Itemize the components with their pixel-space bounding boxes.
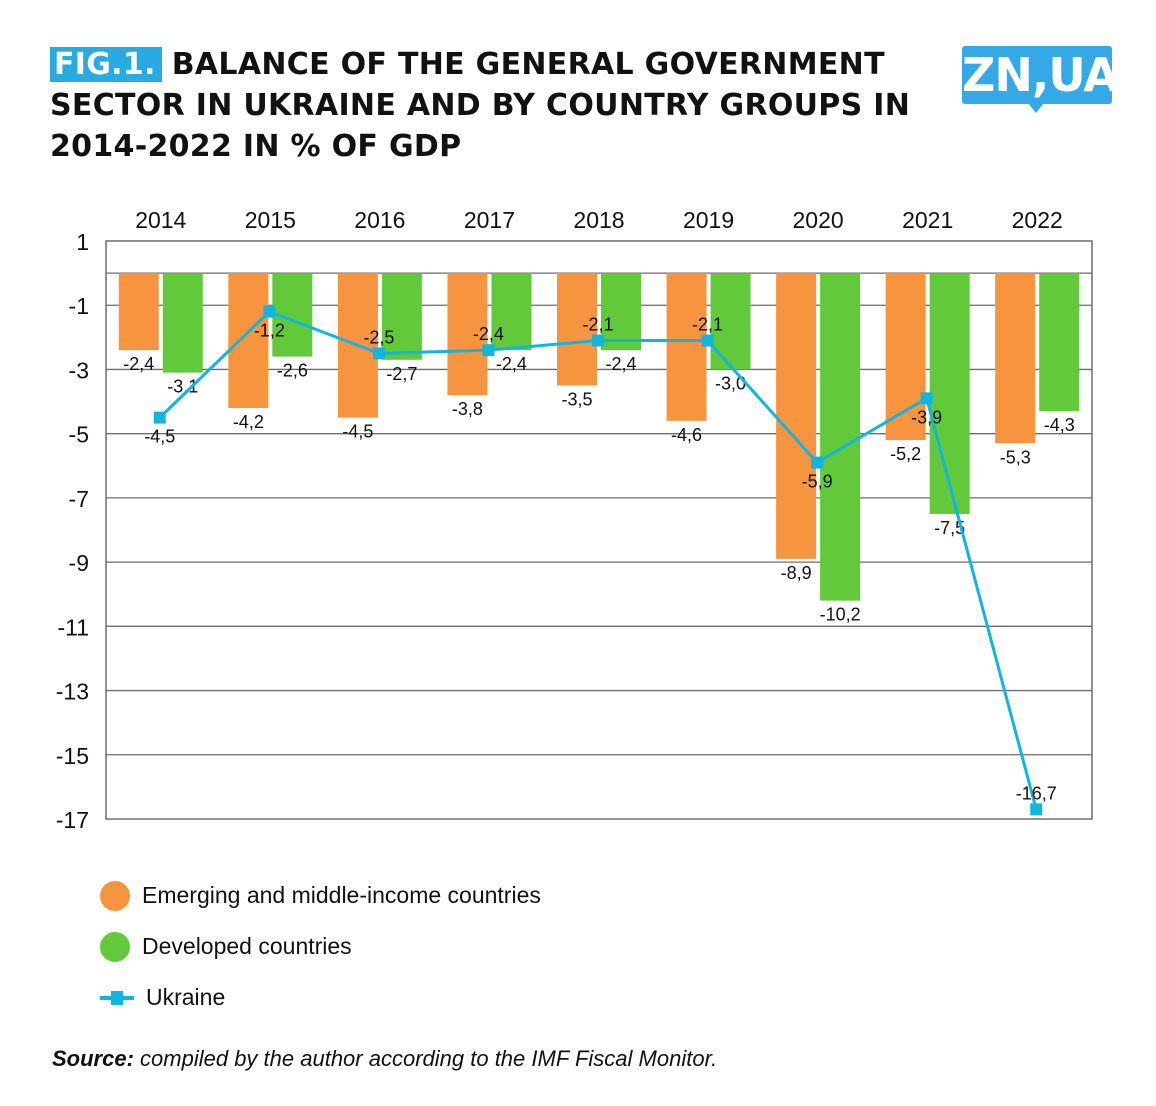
y-tick-label: -5 [69,422,89,448]
bar-developed [491,273,532,351]
x-tick-label: 2018 [573,207,624,233]
data-label-emerging: -5,2 [890,444,921,464]
data-label-ukraine: -1,2 [254,321,285,341]
x-tick-label: 2014 [135,207,186,233]
bar-developed [929,273,970,514]
x-tick-label: 2021 [902,207,953,233]
marker-ukraine [701,334,714,347]
data-label-emerging: -8,9 [781,563,812,583]
bar-emerging [228,273,269,408]
data-label-ukraine: -3,9 [911,407,942,427]
data-label-emerging: -4,6 [671,425,702,445]
data-label-ukraine: -2,4 [473,324,504,344]
marker-ukraine [482,344,495,357]
source-text: compiled by the author according to the … [133,1046,718,1071]
legend-label: Developed countries [142,933,352,959]
bar-developed [1039,273,1080,412]
marker-ukraine [372,347,385,360]
legend-item-ukraine: Ukraine [100,972,541,1023]
data-label-ukraine: -5,9 [802,472,833,492]
bar-emerging [666,273,707,421]
data-label-developed: -2,7 [386,364,417,384]
data-label-emerging: -3,8 [452,399,483,419]
legend-item-emerging: Emerging and middle-income countries [100,870,541,921]
data-label-emerging: -5,3 [1000,447,1031,467]
data-label-emerging: -4,5 [342,422,373,442]
data-label-ukraine: -2,1 [692,315,723,335]
legend-item-developed: Developed countries [100,921,541,972]
bar-emerging [557,273,597,386]
y-tick-label: -17 [56,807,89,833]
data-label-ukraine: -2,5 [363,327,394,347]
bar-emerging [776,273,817,559]
data-label-developed: -2,6 [277,361,308,381]
data-label-developed: -2,4 [496,354,527,374]
bar-emerging [118,273,159,351]
marker-ukraine [1030,803,1043,816]
marker-ukraine [920,392,933,405]
data-label-developed: -2,4 [605,354,636,374]
legend-marker-ukraine [100,990,134,1005]
legend: Emerging and middle-income countries Dev… [100,870,541,1023]
figure-tag: FIG.1. [50,47,162,82]
legend-label: Ukraine [146,984,226,1010]
y-tick-label: -9 [69,550,89,576]
y-tick-label: -11 [57,614,89,640]
title-text: BALANCE OF THE GENERAL GOVERNMENT SECTOR… [50,47,911,164]
bar-developed [162,273,203,373]
x-tick-label: 2015 [245,207,296,233]
chart-title: FIG.1. BALANCE OF THE GENERAL GOVERNMENT … [50,44,950,167]
zn-ua-logo: ZN,UA [962,46,1119,104]
bar-emerging [995,273,1036,444]
data-label-ukraine: -2,1 [582,315,613,335]
marker-ukraine [592,334,604,347]
source-label: Source: [52,1046,134,1071]
y-tick-label: -3 [69,357,89,383]
plot-frame [105,240,1093,820]
data-label-developed: -3,0 [715,373,746,393]
x-tick-label: 2020 [793,207,844,233]
bar-developed [601,273,641,351]
marker-ukraine [811,456,824,469]
marker-ukraine [263,305,276,318]
logo-speech-tail [1028,103,1044,113]
data-label-developed: -10,2 [820,605,861,625]
x-tick-label: 2017 [464,207,515,233]
data-label-developed: -3,1 [167,377,198,397]
y-tick-label: -1 [69,293,89,319]
bar-developed [820,273,861,601]
y-tick-label: -15 [56,743,89,769]
source-note: Source: compiled by the author according… [52,1046,717,1072]
bar-emerging [447,273,488,396]
y-tick-label: -7 [69,486,89,512]
x-tick-label: 2019 [683,207,734,233]
bar-developed [381,273,422,360]
legend-marker-developed [100,931,130,962]
data-label-ukraine: -4,5 [144,427,175,447]
data-label-emerging: -2,4 [123,354,154,374]
legend-marker-emerging [100,880,130,911]
data-label-emerging: -4,2 [233,412,264,432]
x-tick-label: 2016 [354,207,405,233]
data-label-developed: -4,3 [1044,415,1075,435]
data-label-developed: -7,5 [934,518,965,538]
data-label-emerging: -3,5 [561,390,592,410]
y-tick-label: -13 [56,679,89,705]
x-tick-label: 2022 [1012,207,1063,233]
legend-label: Emerging and middle-income countries [142,882,541,908]
marker-ukraine [153,411,166,424]
data-label-ukraine: -16,7 [1016,783,1057,803]
y-tick-label: 1 [76,229,89,255]
